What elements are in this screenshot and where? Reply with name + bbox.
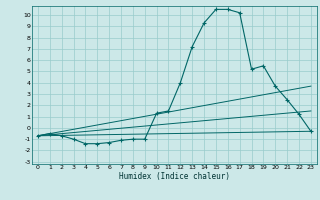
X-axis label: Humidex (Indice chaleur): Humidex (Indice chaleur) [119, 172, 230, 181]
